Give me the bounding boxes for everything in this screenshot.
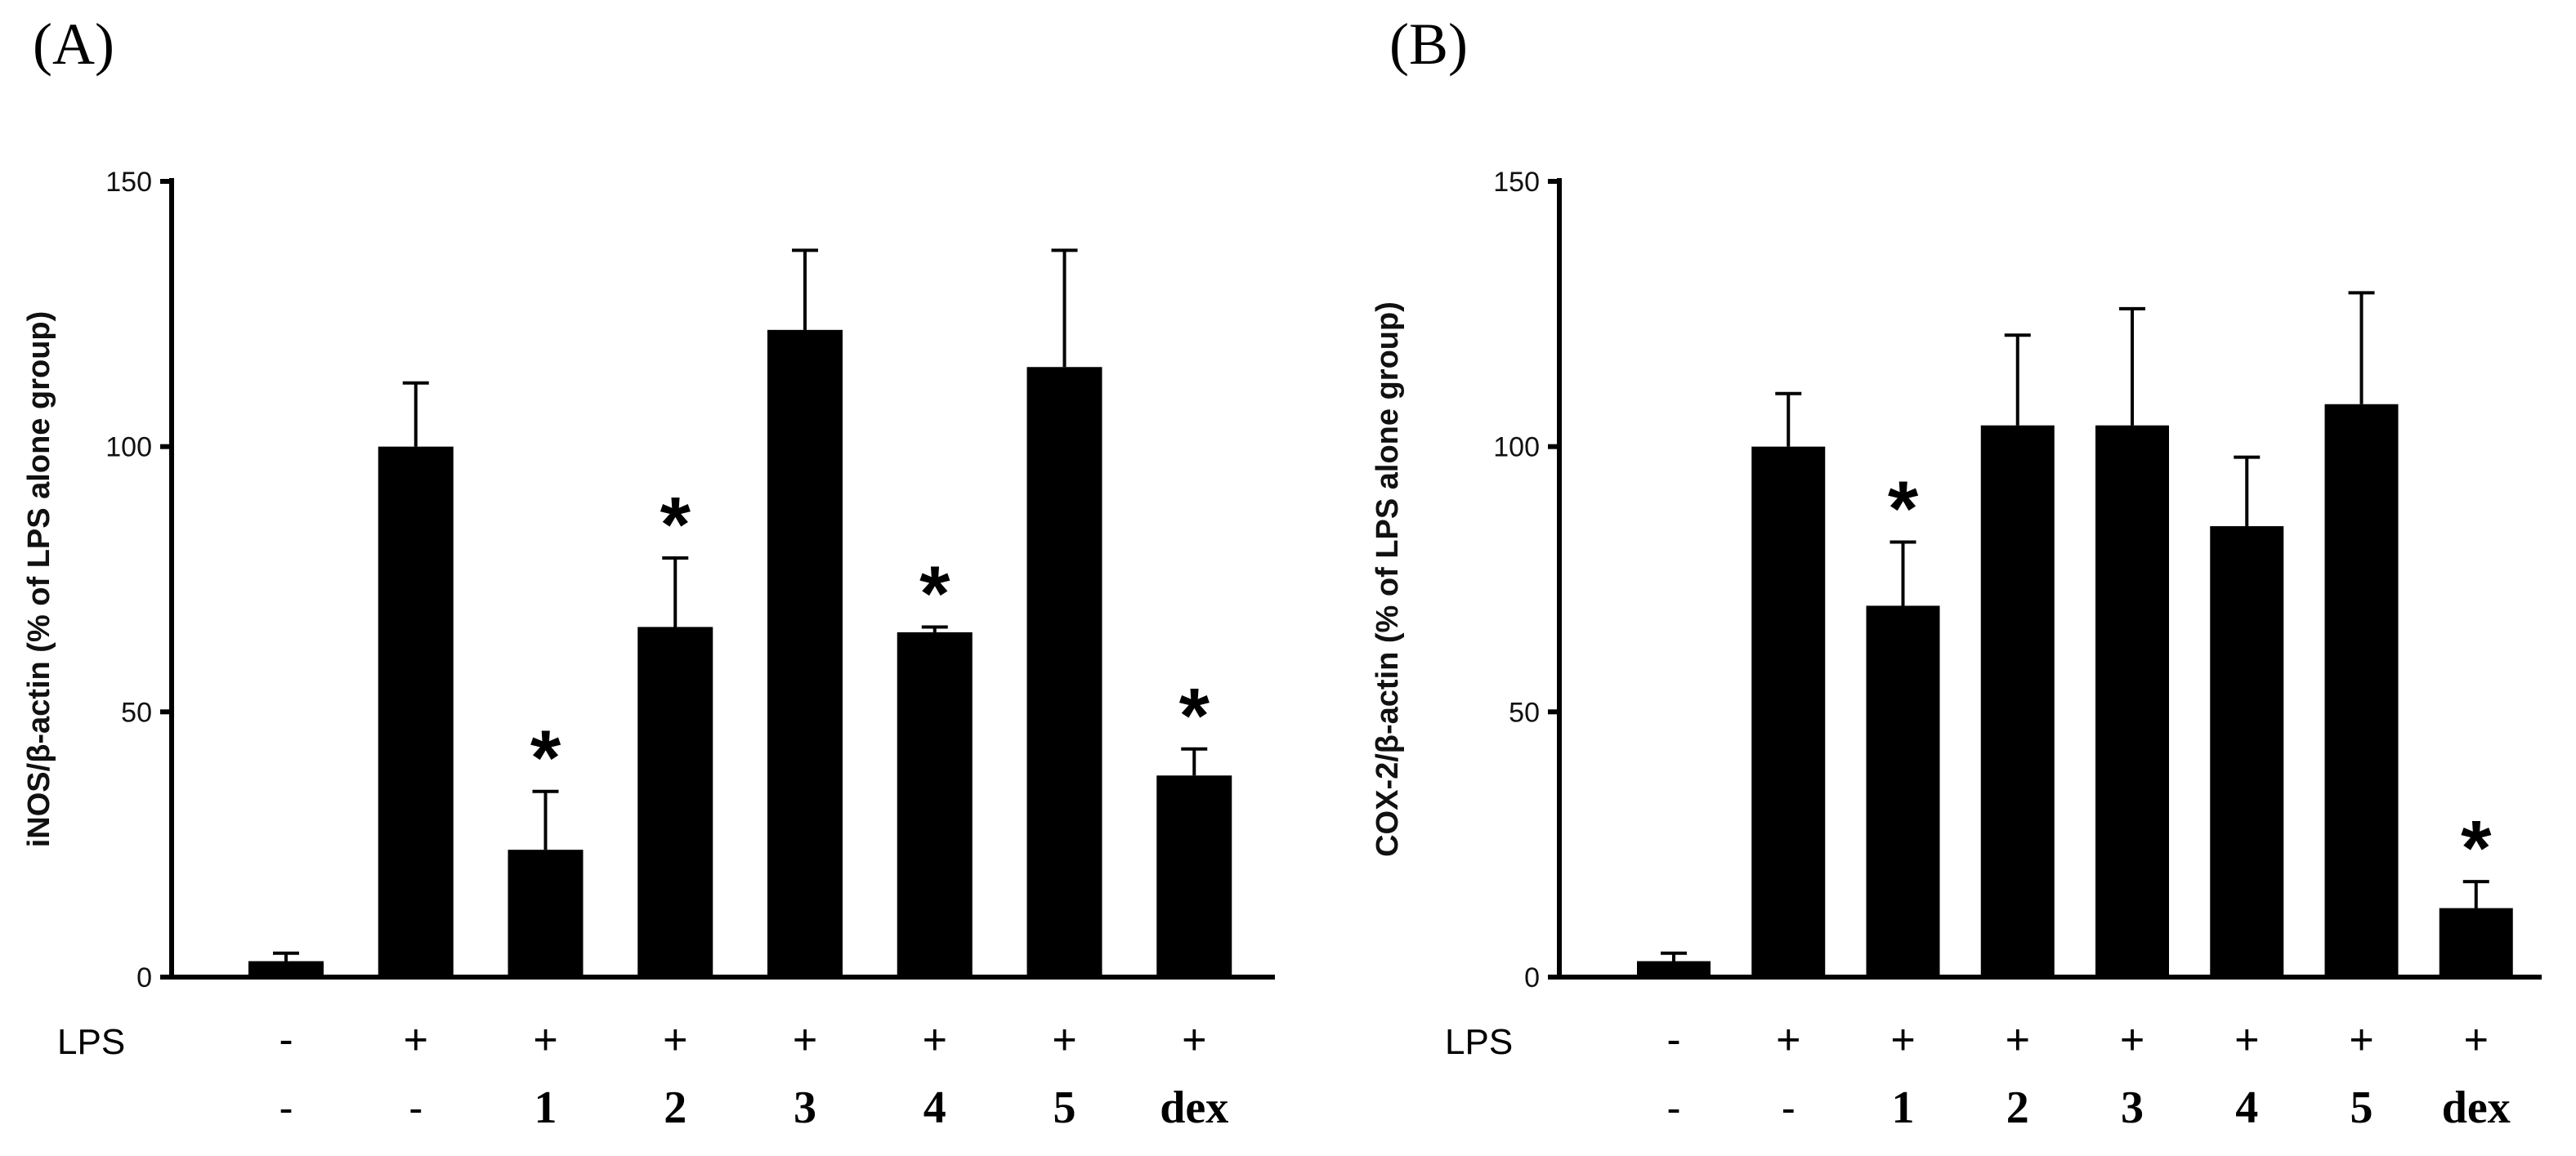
panel-1-category-0: - [1666, 1085, 1680, 1132]
panel-0-lps-1: + [404, 1016, 428, 1064]
panel-1-lps-4: + [2120, 1016, 2144, 1064]
panel-0-lps-label: LPS [57, 1022, 125, 1062]
panel-0-lps-0: - [279, 1016, 293, 1064]
panel-1-category-7: dex [2442, 1082, 2511, 1133]
panel-0-ylabel: iNOS/β-actin (% of LPS alone group) [22, 311, 56, 848]
panel-1-lps-3: + [2006, 1016, 2030, 1064]
panel-1-lps-7: + [2464, 1016, 2489, 1064]
panel-1-category-3: 2 [2006, 1082, 2029, 1133]
panel-1-bar-5 [2210, 526, 2284, 977]
panel-1-label: (B) [1389, 11, 1468, 77]
panel-1-category-6: 5 [2350, 1082, 2373, 1133]
panel-0-ytick-label-2: 100 [105, 432, 152, 463]
panel-1-ylabel: COX-2/β-actin (% of LPS alone group) [1371, 301, 1405, 857]
panel-0-category-2: 1 [534, 1082, 557, 1133]
panel-0-category-7: dex [1160, 1082, 1228, 1133]
panel-0-category-3: 2 [664, 1082, 686, 1133]
panel-0-bar-1 [378, 446, 454, 977]
panel-0-lps-4: + [793, 1016, 817, 1064]
panel-1-sig-7: * [2461, 805, 2492, 892]
panel-1-lps-6: + [2349, 1016, 2373, 1064]
panel-1-bar-1 [1751, 446, 1826, 977]
panel-1-ytick-label-1: 50 [1509, 697, 1540, 728]
panel-0-category-4: 3 [794, 1082, 816, 1133]
panel-0-bar-6 [1026, 367, 1102, 977]
panel-0-bar-7 [1156, 775, 1232, 977]
panel-1-category-1: - [1782, 1085, 1796, 1132]
panel-1-bar-7 [2439, 908, 2513, 977]
panel-0-label: (A) [33, 11, 114, 77]
panel-1-lps-0: - [1666, 1016, 1680, 1064]
panel-1-bar-4 [2095, 425, 2169, 977]
panel-1-ytick-label-0: 0 [1524, 962, 1540, 993]
panel-0-category-1: - [409, 1085, 423, 1132]
panel-0-ytick-label-1: 50 [121, 697, 152, 728]
panel-0-ytick-label-0: 0 [136, 962, 152, 993]
panel-0-bar-5 [897, 632, 973, 977]
panel-0-lps-2: + [533, 1016, 557, 1064]
panel-1-category-5: 4 [2235, 1082, 2258, 1133]
panel-1-lps-label: LPS [1445, 1022, 1513, 1062]
panel-1-lps-1: + [1776, 1016, 1800, 1064]
panel-0-lps-3: + [663, 1016, 687, 1064]
panel-0-ytick-label-3: 150 [105, 167, 152, 198]
panel-0-bar-2 [508, 850, 584, 977]
panel-1-bar-6 [2324, 404, 2399, 978]
panel-0-lps-7: + [1182, 1016, 1206, 1064]
panel-1-lps-2: + [1890, 1016, 1915, 1064]
panel-0-category-6: 5 [1053, 1082, 1076, 1133]
panel-0-bar-4 [767, 329, 843, 977]
panel-1-category-2: 1 [1892, 1082, 1915, 1133]
panel-0-sig-5: * [919, 550, 950, 637]
panel-0-sig-2: * [530, 715, 561, 802]
panel-1-ytick-label-2: 100 [1493, 432, 1540, 463]
panel-0-bar-3 [637, 627, 713, 977]
panel-1-bar-3 [1980, 425, 2055, 977]
panel-0-category-5: 4 [924, 1082, 946, 1133]
panel-1-bar-0 [1637, 961, 1711, 977]
panel-0-sig-7: * [1179, 672, 1210, 760]
panel-0-lps-6: + [1052, 1016, 1076, 1064]
panel-1-category-4: 3 [2121, 1082, 2144, 1133]
panel-1-sig-2: * [1888, 466, 1919, 553]
panel-1-ytick-label-3: 150 [1493, 167, 1540, 198]
panel-0-lps-5: + [923, 1016, 947, 1064]
panel-1-lps-5: + [2234, 1016, 2259, 1064]
panel-0-bar-0 [248, 961, 324, 977]
panel-1-bar-2 [1866, 605, 1940, 977]
panel-0-sig-3: * [660, 481, 691, 569]
panel-0-category-0: - [279, 1085, 293, 1132]
